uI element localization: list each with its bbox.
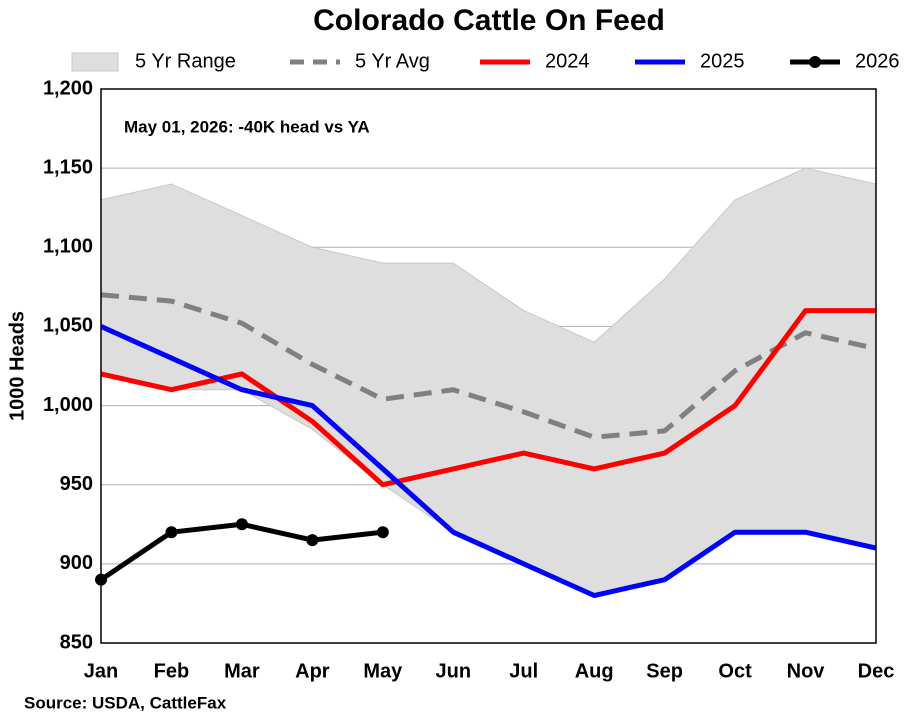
legend-label: 2024 bbox=[545, 50, 590, 72]
x-tick-label: Nov bbox=[787, 660, 826, 682]
x-tick-label: Oct bbox=[718, 660, 752, 682]
y-tick-label: 1,200 bbox=[43, 77, 93, 99]
x-tick-label: Dec bbox=[858, 660, 895, 682]
chart-title: Colorado Cattle On Feed bbox=[313, 4, 665, 37]
y-tick-label: 1,000 bbox=[43, 394, 93, 416]
series-marker bbox=[306, 534, 319, 547]
x-tick-label: Feb bbox=[154, 660, 190, 682]
legend-label: 2025 bbox=[700, 50, 745, 72]
x-tick-label: Apr bbox=[295, 660, 330, 682]
y-tick-label: 950 bbox=[60, 473, 93, 495]
series-marker bbox=[376, 526, 389, 539]
annotation: May 01, 2026: -40K head vs YA bbox=[124, 117, 370, 136]
legend-label: 5 Yr Avg bbox=[355, 50, 430, 72]
series-line bbox=[99, 324, 877, 599]
legend-label: 5 Yr Range bbox=[135, 50, 236, 72]
y-tick-label: 1,100 bbox=[43, 236, 93, 258]
x-tick-label: May bbox=[363, 660, 403, 682]
series-line bbox=[100, 292, 877, 440]
legend-swatch bbox=[71, 52, 119, 72]
source: Source: USDA, CattleFax bbox=[24, 693, 227, 712]
series-marker bbox=[235, 518, 248, 531]
plot-frame bbox=[100, 88, 877, 644]
y-axis-label: 1000 Heads bbox=[6, 311, 28, 421]
x-tick-label: Mar bbox=[224, 660, 260, 682]
legend-marker bbox=[809, 56, 821, 68]
x-tick-label: Jul bbox=[509, 660, 538, 682]
series-marker bbox=[165, 526, 178, 539]
y-tick-label: 900 bbox=[60, 552, 93, 574]
y-tick-label: 1,150 bbox=[43, 156, 93, 178]
x-tick-label: Aug bbox=[575, 660, 614, 682]
y-tick-label: 850 bbox=[60, 631, 93, 653]
y-tick-label: 1,050 bbox=[43, 315, 93, 337]
series-line bbox=[100, 308, 876, 488]
legend-label: 2026 bbox=[855, 50, 900, 72]
x-tick-label: Sep bbox=[646, 660, 683, 682]
series-line bbox=[99, 521, 384, 582]
x-tick-label: Jun bbox=[435, 660, 471, 682]
x-tick-label: Jan bbox=[84, 660, 118, 682]
